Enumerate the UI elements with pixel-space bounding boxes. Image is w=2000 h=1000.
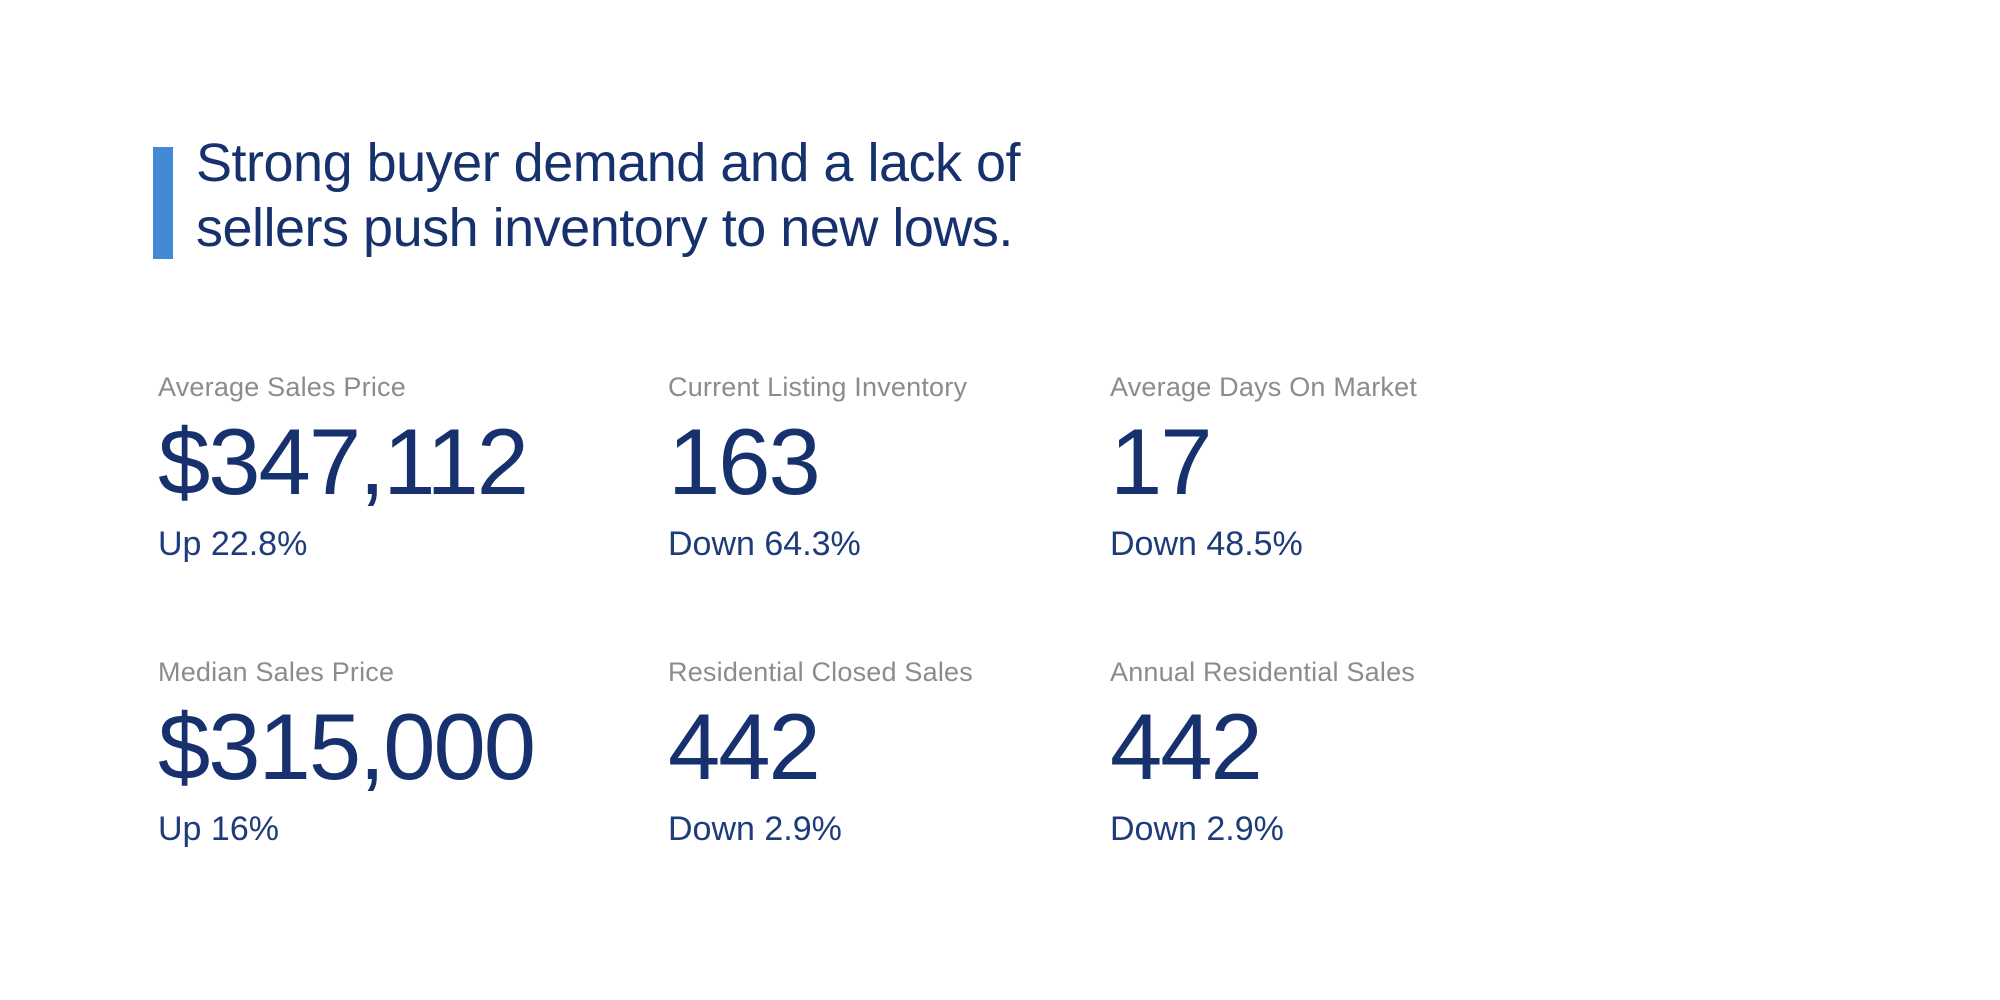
headline-line-2: sellers push inventory to new lows. bbox=[196, 198, 1013, 258]
stat-change: Down 2.9% bbox=[1110, 810, 1284, 848]
stat-card-average-days-on-market: Average Days On Market 17 Down 48.5% bbox=[1110, 372, 1670, 563]
stat-card-average-sales-price: Average Sales Price $347,112 Up 22.8% bbox=[158, 372, 668, 563]
stat-card-current-listing-inventory: Current Listing Inventory 163 Down 64.3% bbox=[668, 372, 1110, 563]
stat-label: Average Sales Price bbox=[158, 372, 406, 402]
stat-value: 442 bbox=[1110, 694, 1263, 799]
stat-change: Up 16% bbox=[158, 810, 279, 848]
stat-change: Down 64.3% bbox=[668, 525, 861, 563]
stat-card-residential-closed-sales: Residential Closed Sales 442 Down 2.9% bbox=[668, 657, 1110, 848]
stat-value: 442 bbox=[668, 694, 821, 799]
stat-change: Up 22.8% bbox=[158, 525, 308, 563]
stat-value: $347,112 bbox=[158, 409, 529, 514]
page-title: Strong buyer demand and a lack of seller… bbox=[196, 131, 1021, 261]
stat-value: 17 bbox=[1110, 409, 1213, 514]
headline-accent-bar bbox=[153, 147, 173, 259]
stat-value: 163 bbox=[668, 409, 821, 514]
stat-card-annual-residential-sales: Annual Residential Sales 442 Down 2.9% bbox=[1110, 657, 1670, 848]
stat-label: Annual Residential Sales bbox=[1110, 657, 1415, 687]
headline-line-1: Strong buyer demand and a lack of bbox=[196, 133, 1021, 193]
stats-grid: Average Sales Price $347,112 Up 22.8% Cu… bbox=[158, 372, 1670, 848]
stat-label: Average Days On Market bbox=[1110, 372, 1418, 402]
stat-change: Down 2.9% bbox=[668, 810, 842, 848]
stat-label: Current Listing Inventory bbox=[668, 372, 968, 402]
headline: Strong buyer demand and a lack of seller… bbox=[153, 131, 1021, 261]
stat-label: Median Sales Price bbox=[158, 657, 395, 687]
stat-change: Down 48.5% bbox=[1110, 525, 1303, 563]
stat-label: Residential Closed Sales bbox=[668, 657, 973, 687]
stat-card-median-sales-price: Median Sales Price $315,000 Up 16% bbox=[158, 657, 668, 848]
stat-value: $315,000 bbox=[158, 694, 536, 799]
